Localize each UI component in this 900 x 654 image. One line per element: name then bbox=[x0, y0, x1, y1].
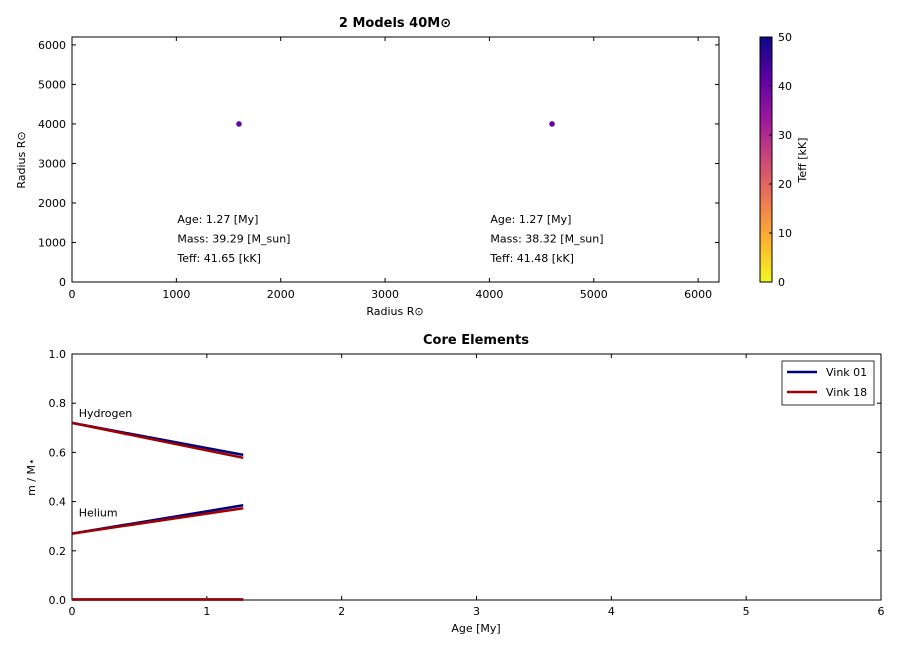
scatter-xtick-label: 0 bbox=[69, 288, 76, 301]
line-ytick-label: 0.0 bbox=[49, 594, 67, 607]
scatter-annotation-line: Mass: 39.29 [M_sun] bbox=[177, 233, 290, 246]
colorbar: 0 10 20 30 40 50 Teff [kK] bbox=[759, 31, 809, 289]
line-ytick-label: 0.2 bbox=[49, 545, 67, 558]
scatter-ytick-label: 0 bbox=[59, 276, 66, 289]
colorbar-tick-label: 0 bbox=[778, 276, 785, 289]
scatter-xtick-label: 3000 bbox=[371, 288, 399, 301]
scatter-xtick-label: 1000 bbox=[162, 288, 190, 301]
line-xtick-label: 6 bbox=[878, 605, 885, 618]
scatter-panel: 2 Models 40M⊙ 0 1000 2000 3000 4000 5000 6000 … bbox=[15, 16, 720, 318]
scatter-title: 2 Models 40M⊙ bbox=[339, 16, 451, 31]
line-panel: Core Elements 0 1 2 3 4 5 6 0.0 0.2 0.4 0.6 0.8 1.0… bbox=[25, 333, 885, 635]
scatter-annotation-line: Teff: 41.65 [kK] bbox=[176, 252, 261, 265]
line-ylabel: m / M⋆ bbox=[25, 458, 38, 496]
line-xtick-label: 5 bbox=[743, 605, 750, 618]
line-xlabel: Age [My] bbox=[451, 622, 500, 635]
scatter-point bbox=[236, 121, 242, 127]
scatter-annotation-line: Age: 1.27 [My] bbox=[177, 213, 258, 226]
line-xtick-label: 3 bbox=[473, 605, 480, 618]
line-xtick-label: 0 bbox=[69, 605, 76, 618]
scatter-ytick-label: 4000 bbox=[38, 118, 66, 131]
scatter-point bbox=[549, 121, 555, 127]
scatter-annotation-line: Mass: 38.32 [M_sun] bbox=[490, 233, 603, 246]
line-ytick-label: 0.4 bbox=[49, 496, 67, 509]
scatter-ytick-label: 5000 bbox=[38, 78, 66, 91]
colorbar-tick-label: 30 bbox=[778, 129, 792, 142]
line-annotation: Helium bbox=[79, 507, 118, 520]
scatter-xtick-label: 4000 bbox=[475, 288, 503, 301]
series-line-vink-18 bbox=[71, 421, 244, 460]
scatter-ytick-label: 1000 bbox=[38, 236, 66, 249]
legend-box bbox=[781, 360, 875, 406]
line-ytick-label: 0.6 bbox=[49, 446, 67, 459]
colorbar-tick-label: 10 bbox=[778, 227, 792, 240]
line-plot-area bbox=[71, 353, 882, 601]
scatter-ytick-label: 3000 bbox=[38, 157, 66, 170]
line-annotation: Hydrogen bbox=[79, 407, 133, 420]
scatter-annotation-line: Teff: 41.48 [kK] bbox=[489, 252, 574, 265]
line-xtick-label: 1 bbox=[203, 605, 210, 618]
scatter-ylabel: Radius R⊙ bbox=[15, 131, 28, 188]
colorbar-label: Teff [kK] bbox=[796, 138, 809, 184]
legend-label: Vink 01 bbox=[826, 366, 867, 379]
scatter-xtick-label: 5000 bbox=[580, 288, 608, 301]
colorbar-tick-label: 20 bbox=[778, 178, 792, 191]
scatter-xtick-label: 2000 bbox=[267, 288, 295, 301]
line-ytick-label: 0.8 bbox=[49, 397, 67, 410]
line-title: Core Elements bbox=[423, 333, 529, 348]
colorbar-tick-label: 50 bbox=[778, 31, 792, 44]
line-xtick-label: 2 bbox=[338, 605, 345, 618]
scatter-xtick-label: 6000 bbox=[684, 288, 712, 301]
scatter-ytick-label: 2000 bbox=[38, 197, 66, 210]
scatter-ytick-label: 6000 bbox=[38, 39, 66, 52]
legend-label: Vink 18 bbox=[826, 386, 867, 399]
line-xtick-label: 4 bbox=[608, 605, 615, 618]
line-ytick-label: 1.0 bbox=[49, 348, 67, 361]
scatter-plot-area bbox=[71, 36, 720, 283]
legend: Vink 01 Vink 18 bbox=[781, 360, 875, 406]
scatter-annotation-line: Age: 1.27 [My] bbox=[490, 213, 571, 226]
series-line-vink-18 bbox=[71, 507, 244, 535]
scatter-xlabel: Radius R⊙ bbox=[366, 305, 423, 318]
colorbar-gradient bbox=[759, 36, 773, 283]
colorbar-tick-label: 40 bbox=[778, 80, 792, 93]
